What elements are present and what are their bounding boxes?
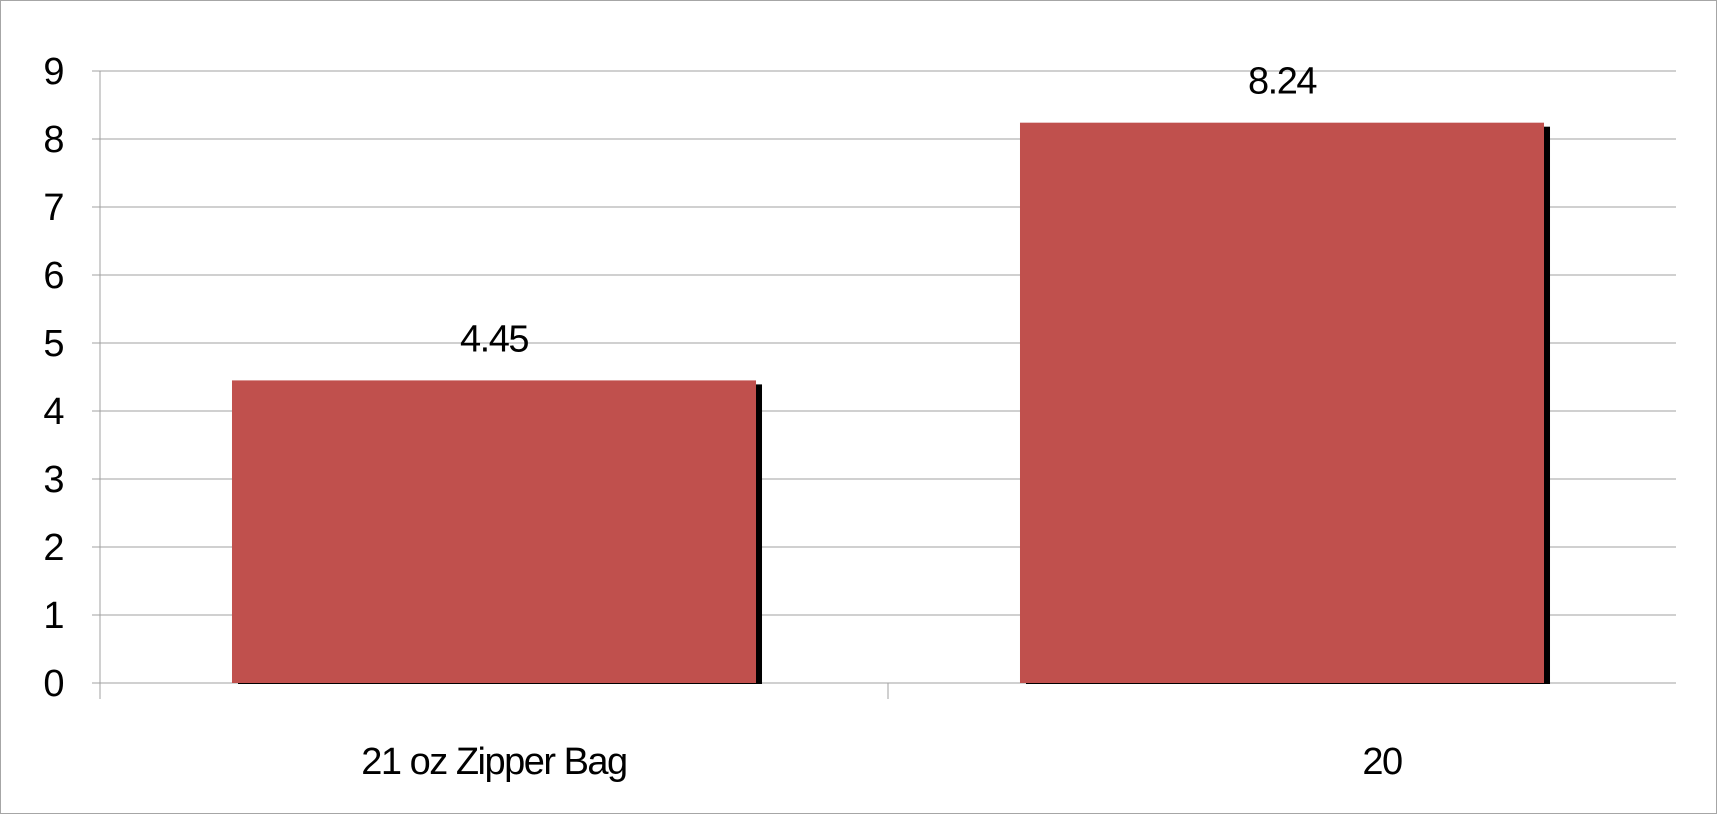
bar-2	[1019, 122, 1545, 684]
bar-1	[231, 380, 757, 683]
y-tick-label: 0	[43, 663, 63, 705]
y-tick-label: 5	[43, 323, 63, 365]
y-tick-label: 2	[43, 527, 63, 569]
x-category-label: 21 oz Zipper Bag	[361, 741, 626, 783]
y-tick-label: 7	[43, 187, 63, 229]
y-tick-label: 4	[43, 391, 64, 433]
y-tick-label: 3	[43, 459, 63, 501]
x-category-label: 20	[1362, 741, 1402, 783]
y-tick-label: 9	[43, 51, 63, 93]
data-label: 4.45	[460, 318, 528, 360]
y-tick-label: 1	[43, 595, 63, 637]
bars	[231, 122, 1551, 685]
y-tick-label: 8	[43, 119, 63, 161]
y-tick-label: 6	[43, 255, 63, 297]
data-label: 8.24	[1248, 61, 1317, 103]
labels: 0 1 2 3 4 5 6 7 8 9 4.45 8.24 21 oz Zipper Bag 20	[43, 51, 1403, 783]
